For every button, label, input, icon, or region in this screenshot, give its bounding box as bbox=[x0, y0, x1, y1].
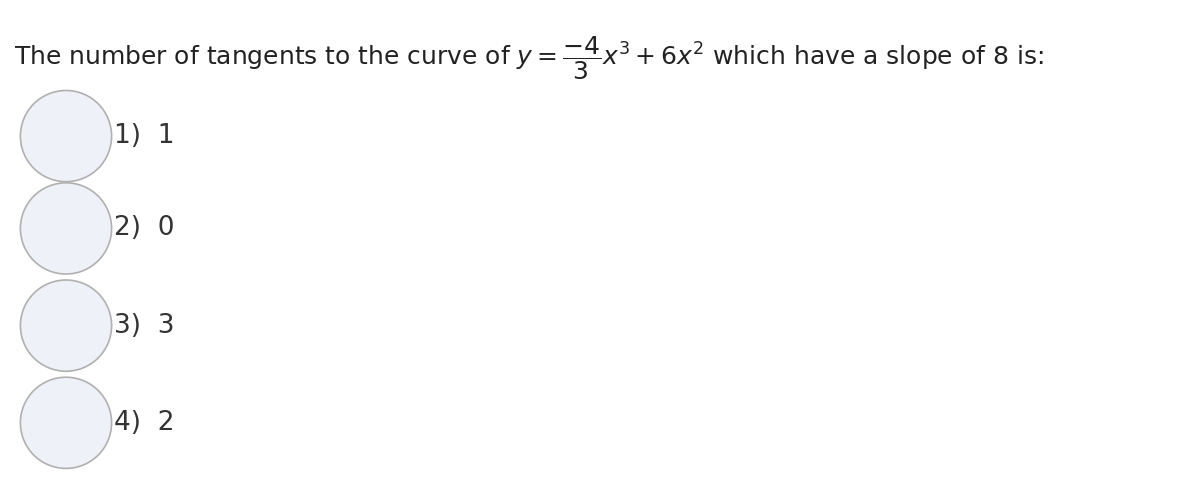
Text: 3)  3: 3) 3 bbox=[114, 312, 174, 339]
Ellipse shape bbox=[20, 377, 112, 469]
Ellipse shape bbox=[20, 90, 112, 182]
Ellipse shape bbox=[20, 280, 112, 371]
Text: 2)  0: 2) 0 bbox=[114, 215, 174, 242]
Text: 4)  2: 4) 2 bbox=[114, 410, 174, 436]
Ellipse shape bbox=[20, 183, 112, 274]
Text: The number of tangents to the curve of $y=\dfrac{-4}{3}x^3+6x^2$ which have a sl: The number of tangents to the curve of $… bbox=[14, 34, 1044, 82]
Text: 1)  1: 1) 1 bbox=[114, 123, 174, 149]
